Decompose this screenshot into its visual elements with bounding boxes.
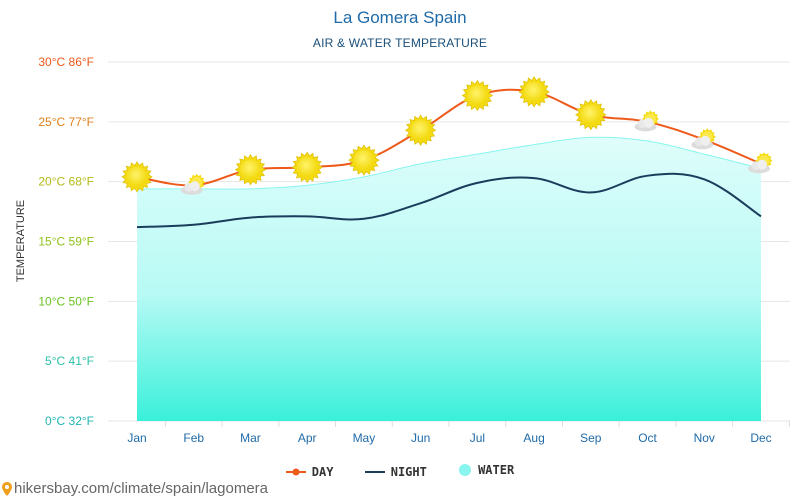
legend-day-marker bbox=[285, 468, 306, 476]
y-axis-label: TEMPERATURE bbox=[15, 200, 27, 282]
x-tick-label: Nov bbox=[694, 431, 715, 445]
y-tick-label: 10°C 50°F bbox=[38, 294, 94, 308]
y-tick-label: 5°C 41°F bbox=[45, 354, 94, 368]
sun-icon bbox=[291, 151, 323, 184]
night-line bbox=[136, 172, 762, 229]
x-tick-label: Mar bbox=[240, 431, 261, 445]
water-line bbox=[136, 136, 762, 190]
source-url[interactable]: hikersbay.com/climate/spain/lagomera bbox=[14, 480, 268, 497]
x-tick-label: Apr bbox=[298, 431, 317, 445]
x-tick-label: May bbox=[353, 431, 376, 445]
y-tick-label: 30°C 86°F bbox=[38, 55, 94, 69]
sun-icon bbox=[121, 161, 153, 193]
legend-water: WATER bbox=[458, 463, 514, 477]
partly-cloudy-icon bbox=[748, 152, 773, 174]
sun-icon bbox=[348, 144, 380, 176]
cloud-puff bbox=[643, 117, 654, 128]
partly-cloudy-icon bbox=[180, 173, 206, 195]
sun-disc bbox=[524, 81, 545, 102]
y-tick-label: 20°C 68°F bbox=[38, 175, 94, 189]
legend-day: DAY bbox=[285, 465, 334, 479]
weather-icons bbox=[121, 76, 773, 195]
sun-disc bbox=[410, 120, 431, 141]
sun-icon bbox=[404, 114, 437, 146]
partly-cloudy-icon bbox=[691, 128, 716, 150]
chart-title: La Gomera Spain bbox=[333, 8, 467, 27]
sun-icon bbox=[234, 153, 267, 186]
water-area-fill bbox=[137, 137, 761, 421]
legend-water-label: WATER bbox=[478, 463, 515, 477]
legend-night-marker bbox=[364, 471, 385, 473]
sun-disc bbox=[127, 166, 147, 187]
partly-cloudy-icon bbox=[634, 110, 659, 132]
legend-water-marker bbox=[459, 464, 472, 476]
y-tick-label: 15°C 59°F bbox=[38, 235, 94, 249]
chart-legend: DAY NIGHT WATER bbox=[0, 463, 800, 480]
source-link[interactable]: hikersbay.com/climate/spain/lagomera bbox=[2, 480, 268, 497]
y-axis-ticks: 0°C 32°F 5°C 41°F 10°C 50°F 15°C 59°F 20°C 6… bbox=[38, 55, 94, 428]
x-tick-label: Dec bbox=[750, 431, 771, 445]
y-tick-label: 0°C 32°F bbox=[45, 414, 94, 428]
cloud-puff bbox=[700, 135, 711, 146]
x-tick-label: Jul bbox=[470, 431, 485, 445]
cloud-puff bbox=[189, 181, 200, 192]
sun-disc bbox=[240, 159, 261, 180]
water-area bbox=[136, 136, 762, 421]
sun-disc bbox=[353, 150, 374, 171]
x-tick-label: Oct bbox=[638, 431, 657, 445]
x-tick-label: Aug bbox=[523, 431, 544, 445]
x-tick-label: Sep bbox=[580, 431, 602, 445]
y-tick-label: 25°C 77°F bbox=[38, 115, 94, 129]
x-tick-label: Jan bbox=[127, 431, 146, 445]
location-pin-icon bbox=[2, 481, 12, 496]
sun-disc bbox=[580, 104, 601, 125]
legend-day-label: DAY bbox=[311, 465, 334, 479]
legend-night: NIGHT bbox=[364, 465, 427, 479]
cloud-puff bbox=[757, 159, 767, 170]
sun-disc bbox=[297, 157, 318, 178]
sun-icon bbox=[575, 98, 607, 131]
x-tick-label: Jun bbox=[411, 431, 430, 445]
x-tick-label: Feb bbox=[183, 431, 204, 445]
legend-night-label: NIGHT bbox=[390, 465, 427, 479]
chart-subtitle: AIR & WATER TEMPERATURE bbox=[312, 36, 488, 50]
night-series bbox=[136, 172, 762, 229]
temperature-chart: 0°C 32°F 5°C 41°F 10°C 50°F 15°C 59°F 20°C 6… bbox=[15, 55, 790, 445]
sun-icon bbox=[518, 76, 550, 108]
x-axis-ticks: Jan Feb Mar Apr May Jun Jul Aug Sep Oct Nov Dec bbox=[127, 421, 790, 445]
sun-icon bbox=[461, 79, 494, 112]
sun-disc bbox=[467, 85, 488, 106]
